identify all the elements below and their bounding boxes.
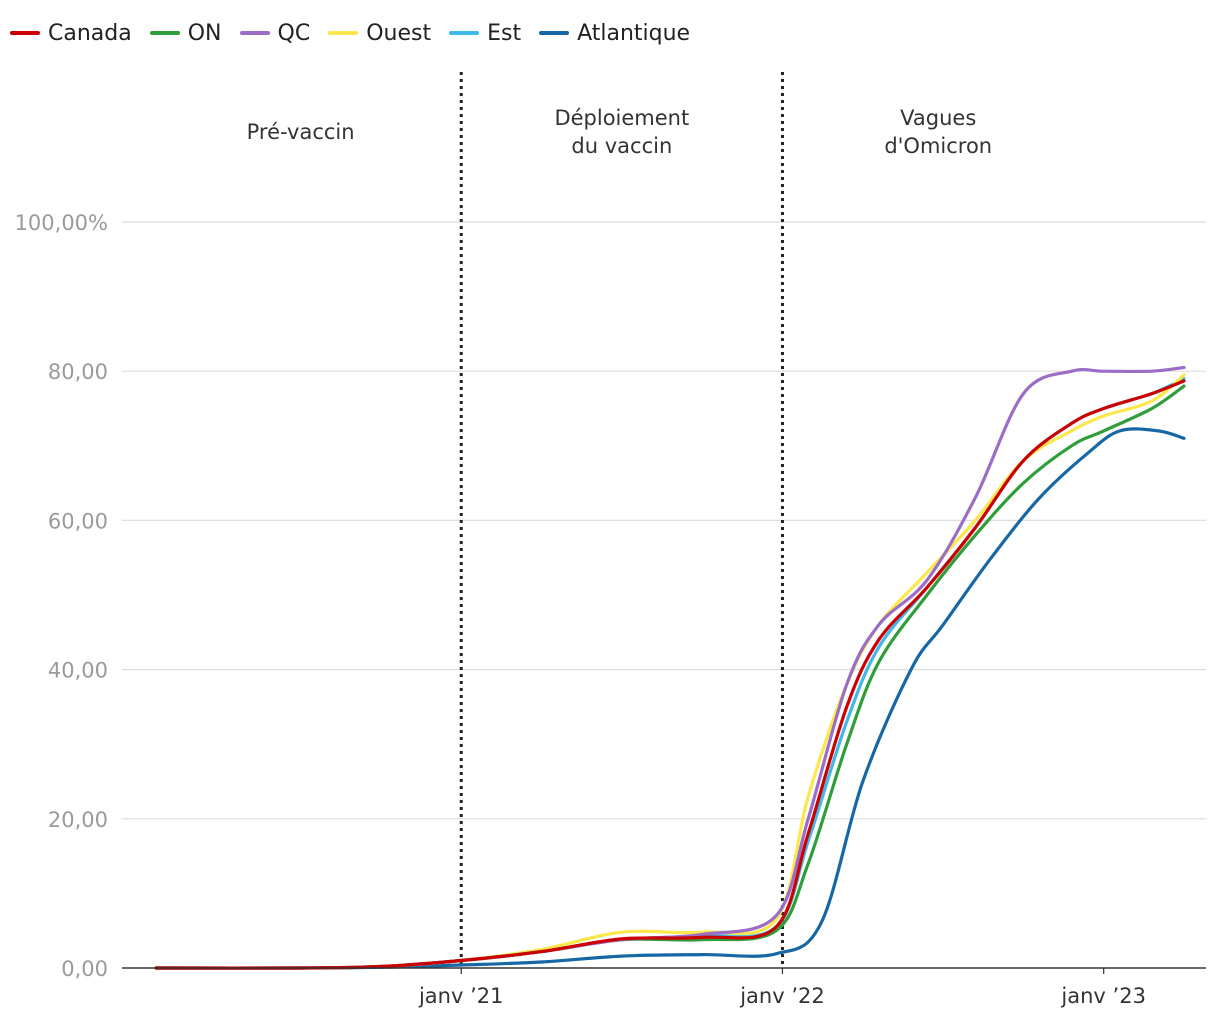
y-tick-label: 60,00 — [48, 509, 108, 533]
chart-legend: Canada ON QC Ouest Est Atlantique — [10, 18, 690, 48]
legend-swatch — [239, 31, 270, 35]
legend-label: ON — [187, 20, 222, 46]
legend-item-canada[interactable]: Canada — [10, 21, 132, 46]
series-line-est — [154, 377, 1186, 970]
phase-annotations: Pré-vaccin Déploiement du vaccin Vagues d'Om… — [247, 72, 992, 968]
legend-label: QC — [277, 20, 311, 46]
legend-swatch — [10, 31, 40, 35]
series-lines — [154, 365, 1186, 970]
legend-swatch — [328, 31, 359, 35]
series-line-atlantique — [154, 427, 1186, 970]
legend-swatch — [449, 31, 480, 35]
legend-swatch — [539, 31, 570, 35]
legend-label: Est — [487, 20, 522, 46]
series-line-on — [154, 384, 1186, 970]
phase-label: d'Omicron — [884, 134, 992, 158]
phase-label: Vagues — [900, 106, 976, 130]
gridlines — [122, 221, 1206, 820]
legend-label: Atlantique — [577, 20, 691, 46]
x-tick-label: janv ’23 — [1060, 984, 1146, 1008]
legend-item-ouest[interactable]: Ouest — [328, 21, 431, 46]
y-tick-label: 20,00 — [48, 808, 108, 832]
legend-item-atlantique[interactable]: Atlantique — [539, 21, 690, 46]
phase-label: Déploiement — [554, 106, 689, 130]
phase-label: du vaccin — [571, 134, 672, 158]
series-line-ouest — [154, 373, 1186, 970]
y-tick-label: 100,00% — [15, 211, 108, 235]
y-tick-label: 0,00 — [61, 957, 108, 981]
phase-label: Pré-vaccin — [247, 120, 355, 144]
series-line-canada — [154, 379, 1186, 970]
legend-label: Canada — [48, 20, 132, 46]
series-line-qc — [154, 365, 1186, 970]
x-tick-label: janv ’22 — [739, 984, 825, 1008]
y-tick-label: 40,00 — [48, 659, 108, 683]
legend-label: Ouest — [366, 20, 432, 46]
x-tick-label: janv ’21 — [418, 984, 504, 1008]
legend-item-on[interactable]: ON — [149, 20, 222, 46]
axes: 0,00 20,00 40,00 60,00 80,00 100,00% janv ’21 j… — [15, 211, 1206, 1008]
legend-swatch — [149, 31, 180, 35]
legend-item-qc[interactable]: QC — [239, 20, 311, 46]
y-tick-label: 80,00 — [48, 360, 108, 384]
legend-item-est[interactable]: Est — [449, 21, 521, 46]
